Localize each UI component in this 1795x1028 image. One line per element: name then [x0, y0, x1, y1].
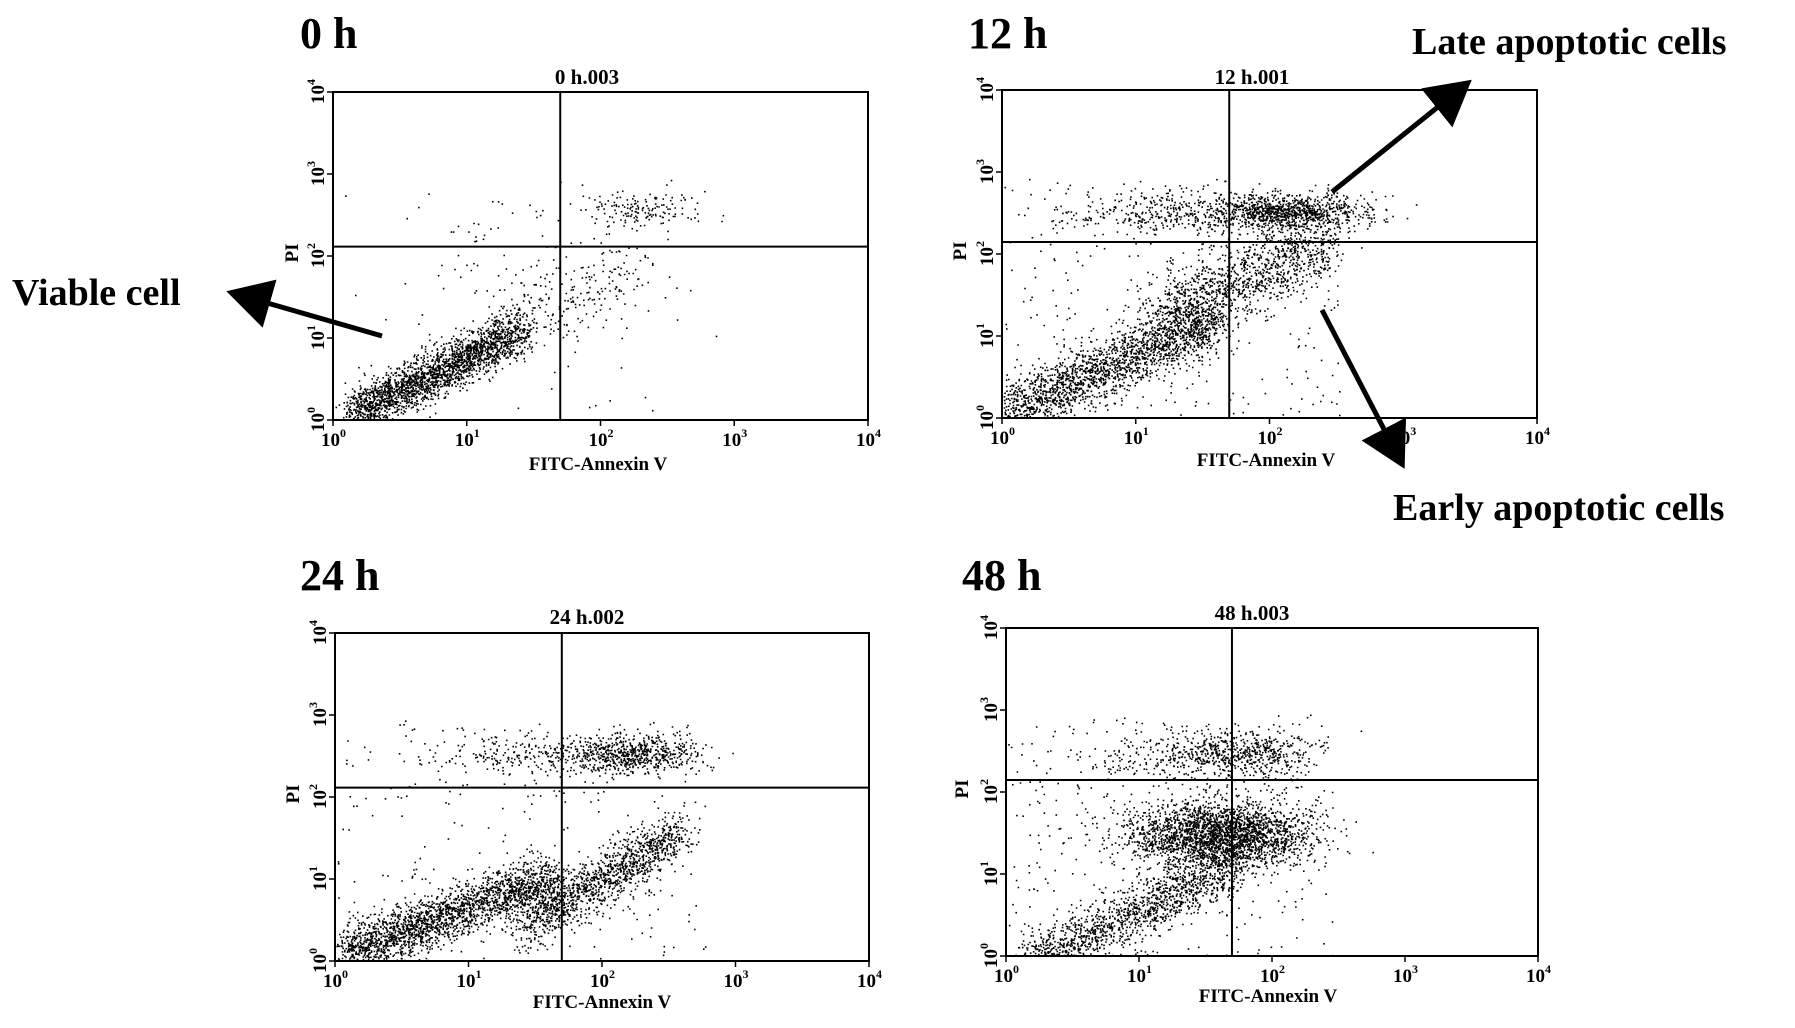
x-tick-label: 103 — [1393, 962, 1418, 987]
y-tick-label: 103 — [973, 159, 998, 184]
plot-title: 12 h.001 — [1215, 65, 1290, 89]
panel-label: 24 h — [300, 551, 379, 600]
x-axis-label: FITC-Annexin V — [1197, 450, 1336, 471]
x-axis-label: FITC-Annexin V — [529, 454, 668, 475]
plot-title: 24 h.002 — [550, 605, 625, 629]
x-tick-label: 101 — [457, 967, 482, 992]
annotation-viable-cell: Viable cell — [12, 272, 383, 339]
plot-frame — [332, 91, 869, 421]
annotation-text: Late apoptotic cells — [1412, 21, 1727, 63]
x-tick-label: 102 — [1258, 424, 1283, 449]
y-tick-label: 101 — [306, 866, 331, 891]
y-tick-label: 101 — [977, 861, 1002, 886]
x-tick-label: 101 — [455, 426, 480, 451]
x-tick-label: 104 — [1525, 424, 1550, 449]
x-tick-label: 102 — [590, 967, 615, 992]
y-tick-label: 100 — [304, 407, 329, 432]
panel-label: 0 h — [300, 9, 357, 58]
scatter-points — [1006, 628, 1538, 957]
arrow — [226, 279, 383, 339]
y-tick-label: 102 — [306, 784, 331, 809]
y-tick-label: 103 — [304, 161, 329, 186]
axis-ticks: 100 101 102 103 104 100 101 102 103 104 — [977, 615, 1551, 987]
y-tick-label: 100 — [306, 948, 331, 973]
x-axis-label: FITC-Annexin V — [1199, 986, 1338, 1007]
y-axis-label: PI — [950, 242, 971, 261]
y-tick-label: 102 — [304, 243, 329, 268]
y-tick-label: 104 — [304, 79, 329, 104]
x-tick-label: 103 — [724, 967, 749, 992]
panel-label: 48 h — [962, 551, 1041, 600]
axis-ticks: 100 101 102 103 104 100 101 102 103 104 — [306, 620, 882, 992]
x-axis-label: FITC-Annexin V — [533, 992, 672, 1013]
scatter-points — [1002, 90, 1537, 419]
panel-0h: 0 h 0 h.003 100 101 102 103 1041001011021031… — [282, 9, 881, 475]
x-tick-label: 104 — [856, 426, 881, 451]
y-tick-label: 100 — [973, 405, 998, 430]
y-axis-label: PI — [952, 780, 973, 799]
x-tick-label: 100 — [321, 426, 346, 451]
axis-ticks: 100 101 102 103 104 100 101 102 103 104 — [304, 79, 881, 451]
x-tick-label: 100 — [990, 424, 1015, 449]
y-tick-label: 104 — [973, 77, 998, 102]
plot-title: 48 h.003 — [1215, 601, 1290, 625]
x-tick-label: 100 — [323, 967, 348, 992]
x-tick-label: 104 — [857, 967, 882, 992]
y-axis-label: PI — [282, 244, 303, 263]
panel-24h: 24 h 24 h.002 100 101 102 103 10410010110210… — [283, 551, 882, 1013]
x-tick-label: 104 — [1526, 962, 1551, 987]
annotation-text: Early apoptotic cells — [1393, 487, 1724, 529]
y-tick-label: 101 — [304, 325, 329, 350]
panel-48h: 48 h 48 h.003 100 101 102 103 10410010110210… — [952, 551, 1551, 1007]
y-tick-label: 102 — [977, 779, 1002, 804]
y-tick-label: 103 — [306, 702, 331, 727]
x-tick-label: 100 — [994, 962, 1019, 987]
scatter-points — [335, 633, 869, 962]
x-tick-label: 103 — [722, 426, 747, 451]
y-tick-label: 104 — [977, 615, 1002, 640]
arrow — [1330, 79, 1472, 194]
scatter-point-cloud — [335, 179, 725, 421]
annotation-text: Viable cell — [12, 272, 181, 314]
annotation-early-apoptotic: Early apoptotic cells — [1319, 308, 1724, 529]
y-tick-label: 104 — [306, 620, 331, 645]
scatter-point-cloud — [1003, 178, 1418, 419]
y-tick-label: 101 — [973, 323, 998, 348]
annotation-late-apoptotic: Late apoptotic cells — [1330, 21, 1727, 194]
y-tick-label: 102 — [973, 241, 998, 266]
x-tick-label: 101 — [1124, 424, 1149, 449]
x-tick-label: 102 — [589, 426, 614, 451]
y-axis-label: PI — [283, 785, 304, 804]
plot-title: 0 h.003 — [555, 65, 619, 89]
y-tick-label: 100 — [977, 943, 1002, 968]
x-tick-label: 102 — [1260, 962, 1285, 987]
scatter-points — [333, 92, 868, 421]
panel-label: 12 h — [968, 9, 1047, 58]
arrow — [1319, 308, 1407, 469]
x-tick-label: 101 — [1127, 962, 1152, 987]
scatter-point-cloud — [1008, 714, 1374, 957]
scatter-point-cloud — [336, 720, 734, 962]
y-tick-label: 103 — [977, 697, 1002, 722]
panel-12h: 12 h 12 h.001 100 101 102 103 104 100 101 102 10… — [950, 9, 1550, 471]
